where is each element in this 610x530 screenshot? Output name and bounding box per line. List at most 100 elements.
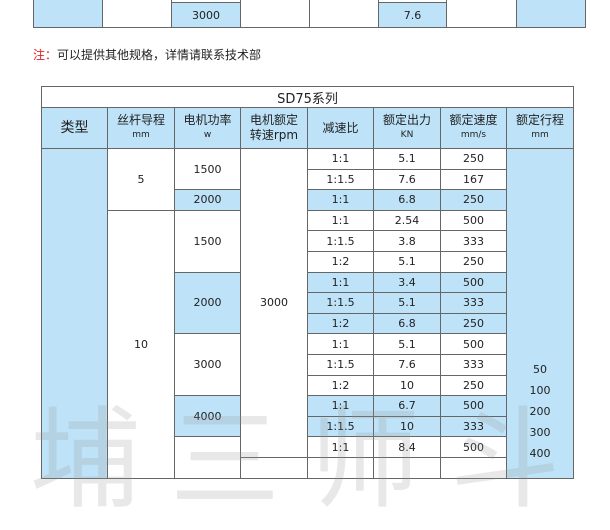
speed-cell: 500 xyxy=(441,437,507,458)
speed-cell: 250 xyxy=(441,313,507,335)
table-cell xyxy=(374,457,441,479)
header-6: 额定速度 mm/s xyxy=(441,108,507,149)
force-cell: 5.1 xyxy=(374,334,441,355)
ratio-cell: 1:1.5 xyxy=(308,416,374,438)
speed-cell: 250 xyxy=(441,190,507,211)
header-7: 额定行程 mm xyxy=(507,108,574,149)
header-unit: w xyxy=(203,130,212,140)
type-cell xyxy=(42,149,108,479)
speed-cell: 333 xyxy=(441,293,507,314)
force-cell: 5.1 xyxy=(374,149,441,170)
ratio-cell: 1:2 xyxy=(308,251,374,273)
power-cell: 4000 xyxy=(175,396,241,438)
power-cell: 3000 xyxy=(172,3,241,28)
ratio-cell: 1:1 xyxy=(308,334,374,355)
speed-cell: 167 xyxy=(441,169,507,191)
header-unit: mm/s xyxy=(460,130,487,140)
ratio-cell: 1:2 xyxy=(308,313,374,335)
power-cell: 2000 xyxy=(175,190,241,211)
force-cell: 10 xyxy=(374,416,441,438)
stroke-value: 50 xyxy=(533,363,547,376)
header-unit: mm xyxy=(132,130,150,140)
speed-cell: 250 xyxy=(441,375,507,397)
speed-cell: 333 xyxy=(441,416,507,438)
stroke-value: 200 xyxy=(529,405,551,418)
speed-cell: 250 xyxy=(441,251,507,273)
header-label: 电机功率 xyxy=(183,113,232,127)
speed-cell: 500 xyxy=(441,210,507,232)
ratio-cell: 1:1.5 xyxy=(308,169,374,191)
table-cell xyxy=(308,457,374,479)
header-0: 类型 xyxy=(42,108,108,149)
power-cell: 1500 xyxy=(175,149,241,191)
force-cell: 5.1 xyxy=(374,293,441,314)
stroke-value: 100 xyxy=(529,384,551,397)
note: 注：可以提供其他规格，详情请联系技术部 xyxy=(33,46,261,63)
force-cell: 6.8 xyxy=(374,190,441,211)
power-cell: 2000 xyxy=(175,272,241,335)
note-text: 可以提供其他规格，详情请联系技术部 xyxy=(57,48,262,62)
ratio-cell: 1:1 xyxy=(308,272,374,294)
header-label: 额定行程 xyxy=(515,113,564,127)
force-cell: 10 xyxy=(374,375,441,397)
ratio-cell: 1:1.5 xyxy=(308,354,374,376)
ratio-cell: 1:1 xyxy=(308,396,374,417)
ratio-cell: 1:1 xyxy=(308,210,374,232)
ratio-cell: 1:1 xyxy=(308,437,374,458)
sd75-spec-table: SD75系列 类型 丝杆导程 mm 电机功率 w 电机额定 转速rpm 减速比 额定出力 KN 额定… xyxy=(41,86,574,479)
rpm-cell xyxy=(241,457,308,479)
force-cell: 7.6 xyxy=(374,169,441,191)
cell xyxy=(34,0,103,28)
stroke-value: 300 xyxy=(529,426,551,439)
previous-table-fragment: 3000 7.6 xyxy=(33,0,586,28)
speed-cell: 500 xyxy=(441,272,507,294)
table-title: SD75系列 xyxy=(42,87,574,108)
lead-cell: 5 xyxy=(108,149,175,211)
speed-cell: 333 xyxy=(441,231,507,252)
note-label: 注： xyxy=(33,48,58,62)
header-3: 电机额定 转速rpm xyxy=(241,108,308,149)
header-unit: 转速rpm xyxy=(249,128,299,142)
speed-cell: 250 xyxy=(441,149,507,170)
force-cell: 6.7 xyxy=(374,396,441,417)
cell xyxy=(103,0,172,28)
header-unit: KN xyxy=(400,130,414,140)
ratio-cell: 1:1.5 xyxy=(308,293,374,314)
stroke-cell: 50 100 200 300 400 xyxy=(507,149,574,479)
header-2: 电机功率 w xyxy=(175,108,241,149)
header-unit: mm xyxy=(531,130,549,140)
header-label: 类型 xyxy=(60,119,89,136)
ratio-cell: 1:2 xyxy=(308,375,374,397)
force-cell: 7.6 xyxy=(374,354,441,376)
speed-cell: 333 xyxy=(441,354,507,376)
force-cell: 7.6 xyxy=(379,3,447,28)
rpm-cell: 3000 xyxy=(241,149,308,458)
lead-cell: 10 xyxy=(108,210,175,479)
speed-cell: 500 xyxy=(441,396,507,417)
cell xyxy=(517,0,586,28)
force-cell: 3.8 xyxy=(374,231,441,252)
table-cell xyxy=(441,457,507,479)
header-label: 减速比 xyxy=(322,120,359,135)
header-4: 减速比 xyxy=(308,108,374,149)
header-label: 额定速度 xyxy=(449,113,498,127)
force-cell: 8.4 xyxy=(374,437,441,458)
power-cell: 3000 xyxy=(175,334,241,397)
ratio-cell: 1:1 xyxy=(308,149,374,170)
cell xyxy=(447,0,517,28)
header-label: 额定出力 xyxy=(382,113,431,127)
force-cell: 2.54 xyxy=(374,210,441,232)
speed-cell: 500 xyxy=(441,334,507,355)
cell xyxy=(172,0,241,3)
cell xyxy=(310,0,379,28)
header-1: 丝杆导程 mm xyxy=(108,108,175,149)
power-cell xyxy=(175,437,241,479)
ratio-cell: 1:1.5 xyxy=(308,231,374,252)
ratio-cell: 1:1 xyxy=(308,190,374,211)
header-label: 丝杆导程 xyxy=(116,113,165,127)
cell xyxy=(241,0,310,28)
cell xyxy=(379,0,447,3)
power-cell: 1500 xyxy=(175,210,241,273)
force-cell: 3.4 xyxy=(374,272,441,294)
header-5: 额定出力 KN xyxy=(374,108,441,149)
